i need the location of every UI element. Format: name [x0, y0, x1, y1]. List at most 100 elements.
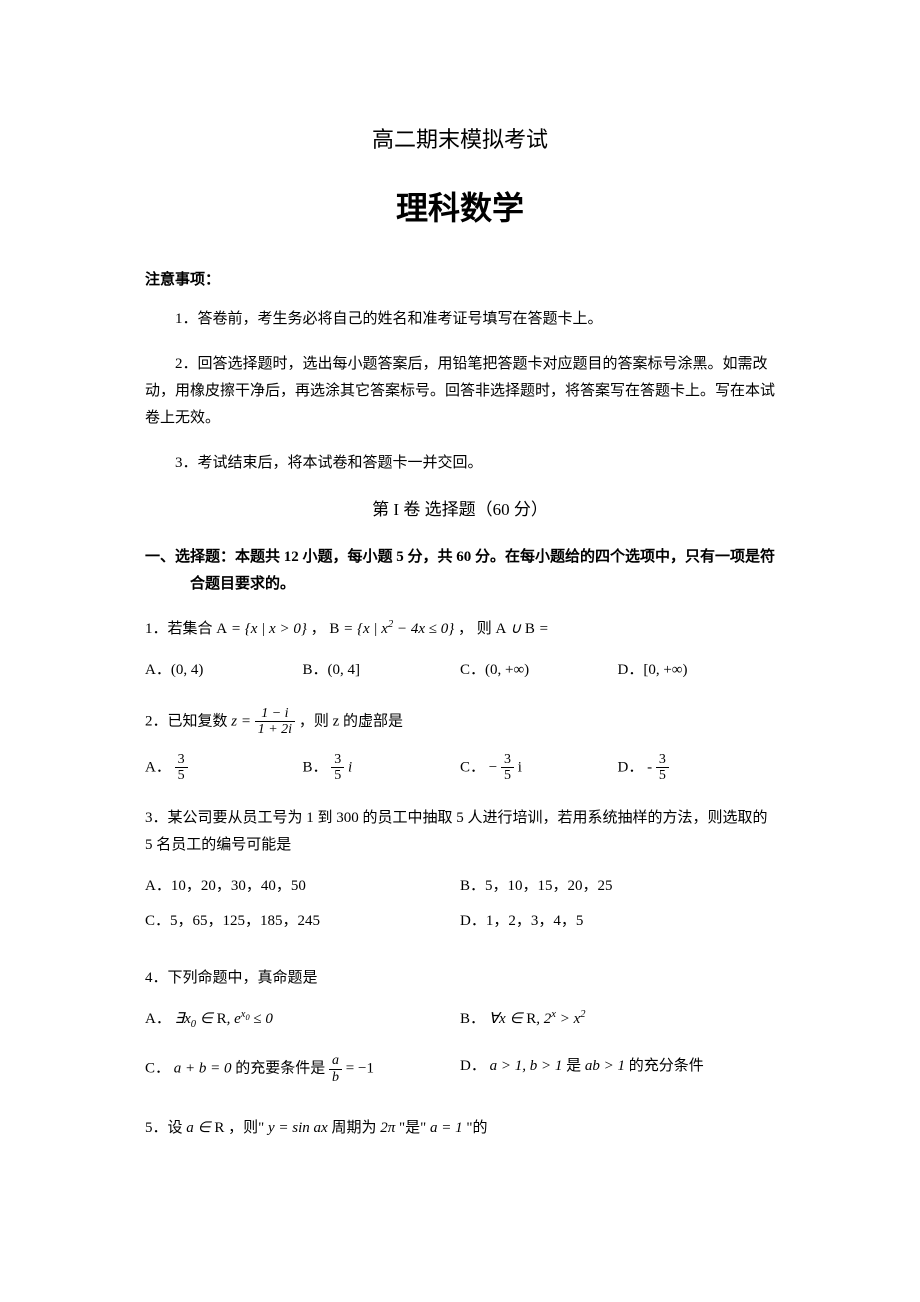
- q2-C-den: 5: [501, 768, 514, 783]
- q4-A-expr: ∃x0 ∈ R, ex0 ≤ 0: [175, 1011, 273, 1027]
- q2-prefix: 2．已知复数: [145, 713, 231, 729]
- exam-subtitle: 高二期末模拟考试: [145, 120, 775, 160]
- q2-B-den: 5: [331, 768, 344, 783]
- q1-D-label: D．: [618, 662, 644, 678]
- q2-A-frac: 35: [175, 752, 188, 784]
- q4-C-text: 的充要条件是: [235, 1061, 325, 1077]
- q4-C-expr: a + b = 0: [174, 1061, 232, 1077]
- q5-mid2: 周期为: [331, 1120, 380, 1136]
- q2-B-frac: 35: [331, 752, 344, 784]
- q3-stem: 3．某公司要从员工号为 1 到 300 的员工中抽取 5 人进行培训，若用系统抽…: [145, 805, 775, 859]
- q5-period: 2π: [380, 1120, 395, 1136]
- q4-opt-C: C． a + b = 0 的充要条件是 ab = −1: [145, 1053, 460, 1085]
- q4-B-expr: ∀x ∈ R, 2x > x2: [489, 1011, 586, 1027]
- question-4: 4．下列命题中，真命题是 A． ∃x0 ∈ R, ex0 ≤ 0 B． ∀x ∈…: [145, 965, 775, 1093]
- q2-D-label: D．: [618, 759, 644, 775]
- q4-D-text2: 的充分条件: [629, 1058, 704, 1074]
- q1-set-B: B = {x | x2 − 4x ≤ 0}: [329, 621, 454, 637]
- question-2: 2．已知复数 z = 1 − i 1 + 2i ，则 z 的虚部是 A． 35 …: [145, 706, 775, 784]
- q1-set-A: A = {x | x > 0}: [216, 621, 307, 637]
- q5-stem: 5．设 a ∈ R ，则" y = sin ax 周期为 2π "是" a = …: [145, 1115, 775, 1142]
- q2-fraction: 1 − i 1 + 2i: [255, 706, 295, 738]
- instruction-3: 3．考试结束后，将本试卷和答题卡一并交回。: [145, 450, 775, 477]
- q2-z-eq: z =: [231, 713, 254, 729]
- q1-options: A．(0, 4) B．(0, 4] C．(0, +∞) D．[0, +∞): [145, 657, 775, 684]
- q4-opt-A: A． ∃x0 ∈ R, ex0 ≤ 0: [145, 1006, 460, 1035]
- q2-suffix: ，则 z 的虚部是: [299, 713, 403, 729]
- q1-B-val: (0, 4]: [328, 662, 361, 678]
- q2-opt-A: A． 35: [145, 752, 303, 784]
- q2-B-label: B．: [303, 759, 328, 775]
- q4-D-expr: a > 1, b > 1: [490, 1058, 563, 1074]
- q4-C-num: a: [329, 1053, 342, 1069]
- mc-section-title: 一、选择题：本题共 12 小题，每小题 5 分，共 60 分。在每小题给的四个选…: [145, 544, 775, 598]
- q1-mid: ，: [311, 621, 330, 637]
- q3-opt-C: C．5，65，125，185，245: [145, 908, 460, 935]
- q4-C-label: C．: [145, 1061, 170, 1077]
- q2-frac-num: 1 − i: [255, 706, 295, 722]
- q4-D-ab: ab > 1: [585, 1058, 625, 1074]
- q1-C-label: C．: [460, 662, 485, 678]
- q3-opt-A: A．10，20，30，40，50: [145, 873, 460, 900]
- q4-opt-D: D． a > 1, b > 1 是 ab > 1 的充分条件: [460, 1053, 775, 1085]
- q2-D-frac: 35: [656, 752, 669, 784]
- q2-frac-den: 1 + 2i: [255, 722, 295, 737]
- q2-C-label: C．: [460, 759, 485, 775]
- q2-C-frac: 35: [501, 752, 514, 784]
- q1-D-val: [0, +∞): [643, 662, 687, 678]
- instruction-2: 2．回答选择题时，选出每小题答案后，用铅笔把答题卡对应题目的答案标号涂黑。如需改…: [145, 351, 775, 432]
- q4-stem: 4．下列命题中，真命题是: [145, 965, 775, 992]
- q4-D-label: D．: [460, 1058, 486, 1074]
- part1-header: 第 I 卷 选择题（60 分）: [145, 495, 775, 526]
- q5-a-eq-1: a = 1: [430, 1120, 463, 1136]
- q2-opt-C: C． − 35 i: [460, 752, 618, 784]
- q1-suffix: ， 则: [458, 621, 496, 637]
- q3-opt-B: B．5，10，15，20，25: [460, 873, 775, 900]
- q4-opt-B: B． ∀x ∈ R, 2x > x2: [460, 1006, 775, 1035]
- q3-options: A．10，20，30，40，50 B．5，10，15，20，25 C．5，65，…: [145, 873, 775, 943]
- q2-C-num: 3: [501, 752, 514, 768]
- q1-C-val: (0, +∞): [485, 662, 529, 678]
- question-1: 1．若集合 A = {x | x > 0} ， B = {x | x2 − 4x…: [145, 616, 775, 684]
- q2-D-den: 5: [656, 768, 669, 783]
- q5-suffix: "的: [466, 1120, 487, 1136]
- q1-opt-D: D．[0, +∞): [618, 657, 776, 684]
- q4-C-tail: = −1: [346, 1061, 374, 1077]
- q1-A-label: A．: [145, 662, 171, 678]
- instruction-1: 1．答卷前，考生务必将自己的姓名和准考证号填写在答题卡上。: [145, 306, 775, 333]
- q2-A-label: A．: [145, 759, 171, 775]
- q1-prefix: 1．若集合: [145, 621, 216, 637]
- q4-options: A． ∃x0 ∈ R, ex0 ≤ 0 B． ∀x ∈ R, 2x > x2 C…: [145, 1006, 775, 1093]
- q5-prefix: 5．设: [145, 1120, 186, 1136]
- q4-B-label: B．: [460, 1011, 485, 1027]
- q3-opt-D: D．1，2，3，4，5: [460, 908, 775, 935]
- q1-stem: 1．若集合 A = {x | x > 0} ， B = {x | x2 − 4x…: [145, 616, 775, 643]
- q2-B-i: i: [348, 759, 352, 775]
- q5-mid3: "是": [399, 1120, 430, 1136]
- q4-C-den: b: [329, 1070, 342, 1085]
- q2-B-num: 3: [331, 752, 344, 768]
- q2-D-neg: -: [647, 759, 652, 775]
- q4-D-text1: 是: [566, 1058, 585, 1074]
- q5-y-eq: y = sin ax: [268, 1120, 328, 1136]
- q4-A-label: A．: [145, 1011, 171, 1027]
- exam-title: 理科数学: [145, 180, 775, 238]
- q2-A-den: 5: [175, 768, 188, 783]
- q2-options: A． 35 B． 35 i C． − 35 i D． - 35: [145, 752, 775, 784]
- q2-opt-D: D． - 35: [618, 752, 776, 784]
- q2-C-neg: −: [489, 759, 497, 775]
- q2-C-i: i: [518, 759, 522, 775]
- q1-opt-C: C．(0, +∞): [460, 657, 618, 684]
- q4-C-frac: ab: [329, 1053, 342, 1085]
- q1-union: A ∪ B =: [496, 621, 549, 637]
- question-3: 3．某公司要从员工号为 1 到 300 的员工中抽取 5 人进行培训，若用系统抽…: [145, 805, 775, 943]
- q1-opt-B: B．(0, 4]: [303, 657, 461, 684]
- q2-A-num: 3: [175, 752, 188, 768]
- q1-opt-A: A．(0, 4): [145, 657, 303, 684]
- q2-D-num: 3: [656, 752, 669, 768]
- q1-B-label: B．: [303, 662, 328, 678]
- q1-A-val: (0, 4): [171, 662, 204, 678]
- q5-mid1: ，则": [228, 1120, 268, 1136]
- q2-opt-B: B． 35 i: [303, 752, 461, 784]
- notice-label: 注意事项：: [145, 267, 775, 294]
